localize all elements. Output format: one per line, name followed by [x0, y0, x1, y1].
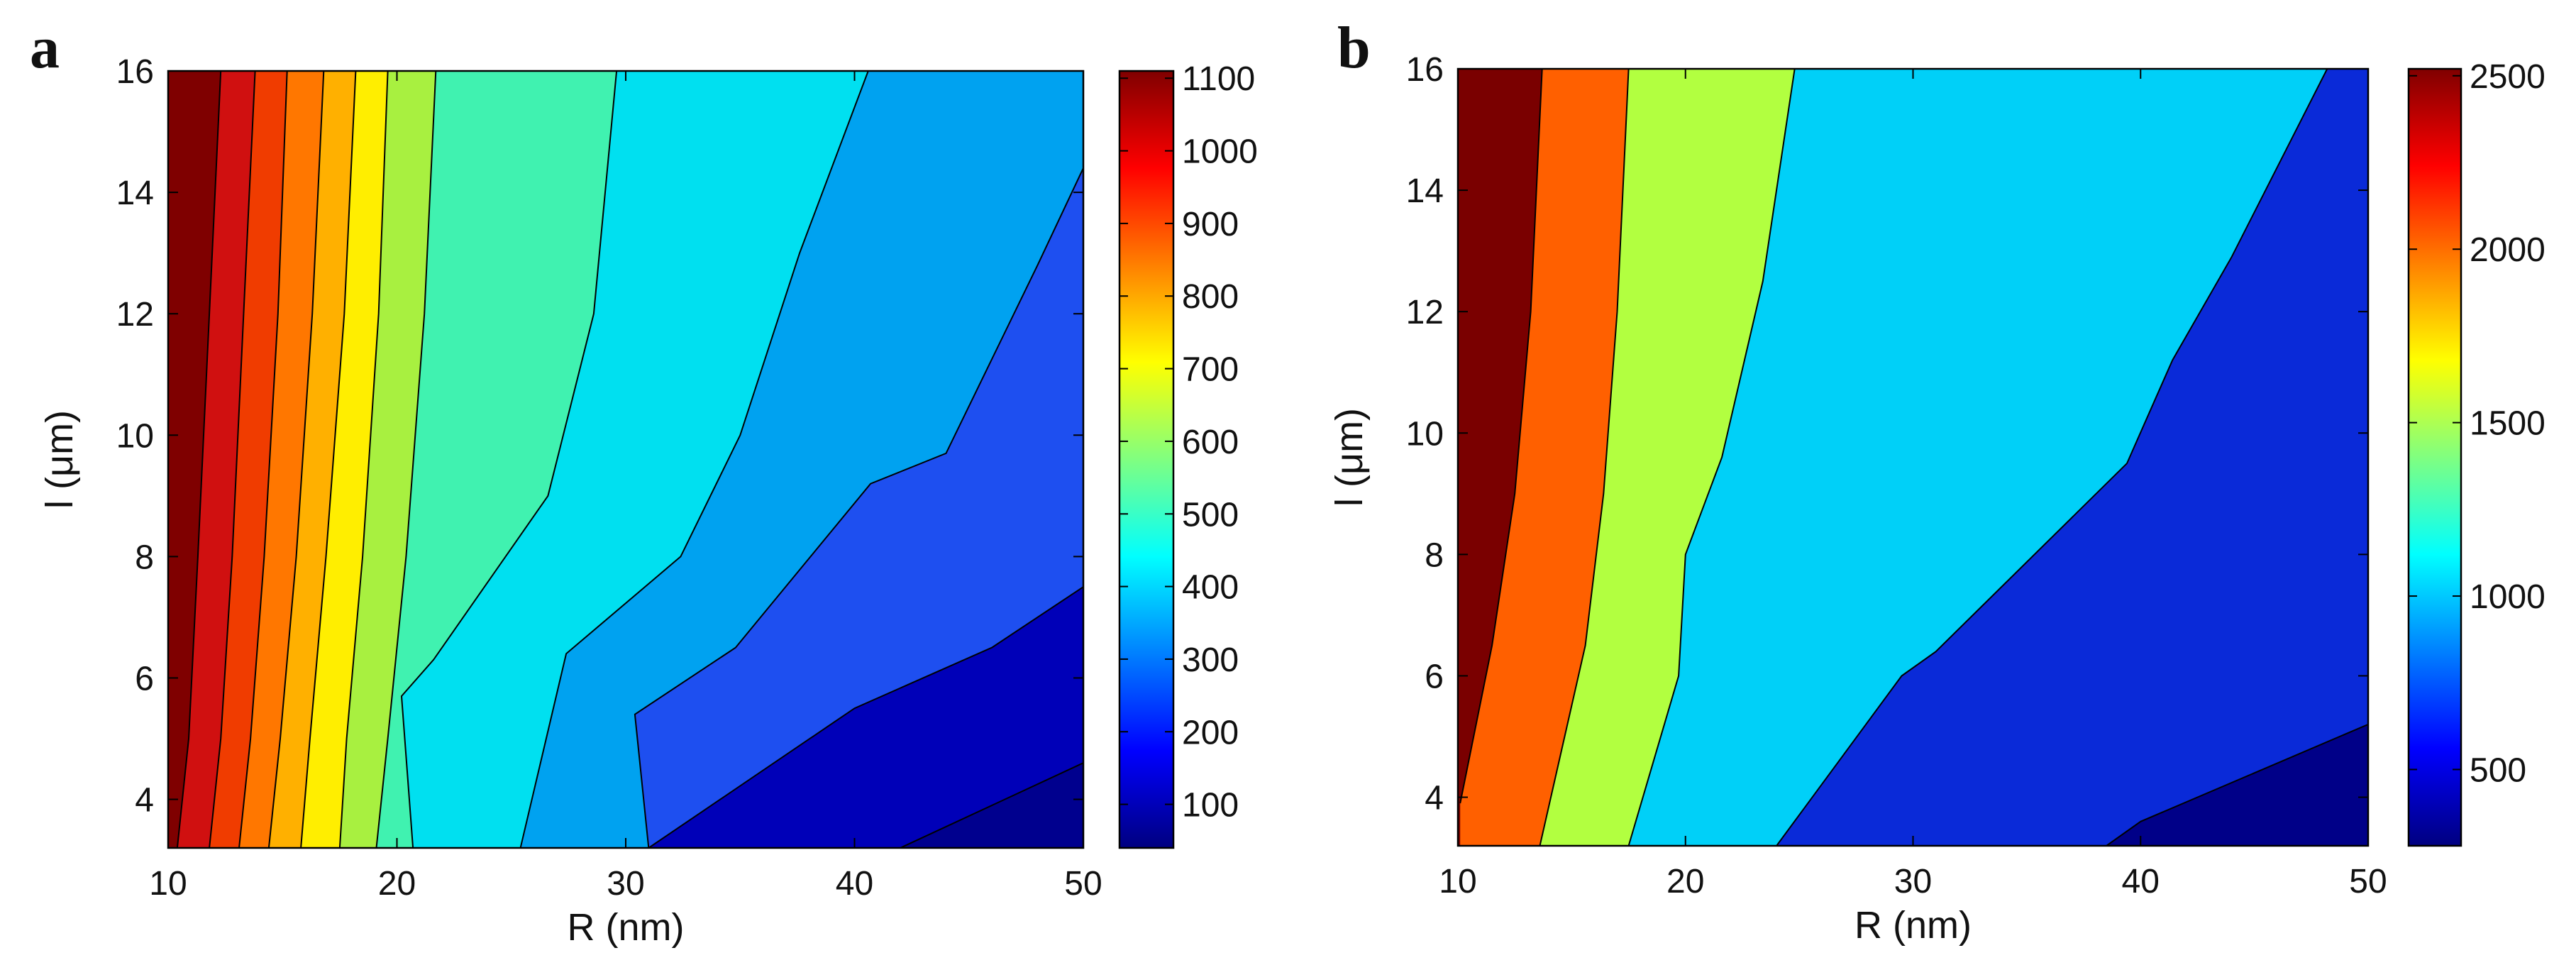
- colorbar-tick-label: 1000: [1182, 133, 1258, 171]
- y-tick-label: 12: [116, 296, 154, 333]
- colorbar-tick-label: 600: [1182, 424, 1239, 461]
- colorbar-tick-label: 400: [1182, 569, 1239, 607]
- x-tick-label: 20: [378, 865, 416, 903]
- contour-line-2500: [1459, 69, 1543, 804]
- contour-line-1100: [176, 71, 222, 848]
- x-tick-label: 40: [2122, 863, 2160, 900]
- y-axis-label: l (μm): [38, 410, 81, 509]
- x-tick-label: 30: [607, 865, 644, 903]
- y-tick-label: 14: [1406, 172, 1444, 210]
- colorbar-tick-label: 500: [1182, 496, 1239, 534]
- colorbar-tick-label: 200: [1182, 714, 1239, 751]
- panel-b: 10 20 30 40 50 4 6 8 10 12 14 16 R (nm) l (μm) b 500 100…: [1328, 15, 2545, 947]
- contour-level-2500: [1458, 69, 1542, 846]
- y-tick-label: 14: [116, 175, 154, 212]
- contour-line-200: [634, 167, 1083, 848]
- colorbar-tick-label: 1000: [2470, 578, 2545, 616]
- contour-level-1100: [168, 71, 221, 848]
- contour-line-900: [238, 71, 288, 848]
- contour-regions: [168, 71, 1083, 848]
- colorbar: [1118, 70, 1175, 849]
- contour-line-1000: [1776, 69, 2328, 846]
- y-tick-label: 8: [1425, 536, 1444, 574]
- panel-a: 10 20 30 40 50 4 6 8 10 12 14 16 R (nm) l (μm) a 100 200…: [30, 15, 1258, 949]
- colorbar-tick-label: 500: [2470, 751, 2526, 789]
- y-tick-label: 6: [135, 660, 154, 697]
- contour-line-300: [519, 71, 869, 848]
- y-tick-label: 12: [1406, 294, 1444, 331]
- contour-line-800: [267, 71, 325, 848]
- y-tick-label: 10: [1406, 415, 1444, 453]
- colorbar-tick-label: 300: [1182, 641, 1239, 679]
- colorbar-tick-label: 900: [1182, 206, 1239, 243]
- x-tick-label: 50: [1064, 865, 1102, 903]
- contour-line-400: [400, 71, 618, 848]
- x-axis-label: R (nm): [1854, 904, 1972, 947]
- colorbar-tick-label: 800: [1182, 278, 1239, 316]
- y-tick-label: 10: [116, 417, 154, 455]
- x-tick-label: 10: [1439, 863, 1476, 900]
- colorbar-tick-label: 700: [1182, 351, 1239, 389]
- colorbar: [2407, 67, 2462, 847]
- colorbar-tick-label: 1500: [2470, 405, 2545, 443]
- contour-line-500: [2106, 723, 2368, 846]
- contour-line-2000: [1539, 69, 1630, 846]
- y-tick-label: 4: [135, 782, 154, 820]
- y-tick-label: 6: [1425, 658, 1444, 695]
- contour-regions: [1458, 69, 2368, 846]
- x-axis-label: R (nm): [568, 906, 685, 949]
- colorbar-tick-label: 2500: [2470, 58, 2545, 96]
- contour-line-40: [900, 762, 1083, 848]
- x-tick-label: 20: [1666, 863, 1704, 900]
- contour-line-600: [338, 71, 389, 848]
- colorbar-tick-label: 100: [1182, 787, 1239, 825]
- y-axis-label: l (μm): [1328, 408, 1371, 507]
- y-tick-label: 8: [135, 539, 154, 576]
- y-tick-label: 16: [116, 53, 154, 91]
- x-tick-label: 40: [836, 865, 873, 903]
- contour-line-100: [648, 586, 1083, 848]
- panel-letter: a: [30, 15, 60, 81]
- x-tick-label: 50: [2349, 863, 2387, 900]
- y-tick-label: 4: [1425, 780, 1444, 817]
- contour-line-1500: [1627, 69, 1796, 846]
- colorbar-tick-label: 1100: [1182, 60, 1255, 98]
- panel-letter: b: [1337, 15, 1371, 81]
- contour-line-700: [300, 71, 357, 848]
- x-tick-label: 30: [1894, 863, 1932, 900]
- y-tick-label: 16: [1406, 51, 1444, 89]
- contour-line-500: [375, 71, 437, 848]
- contour-line-1000: [209, 71, 256, 848]
- colorbar-tick-label: 2000: [2470, 231, 2545, 269]
- x-tick-label: 10: [149, 865, 187, 903]
